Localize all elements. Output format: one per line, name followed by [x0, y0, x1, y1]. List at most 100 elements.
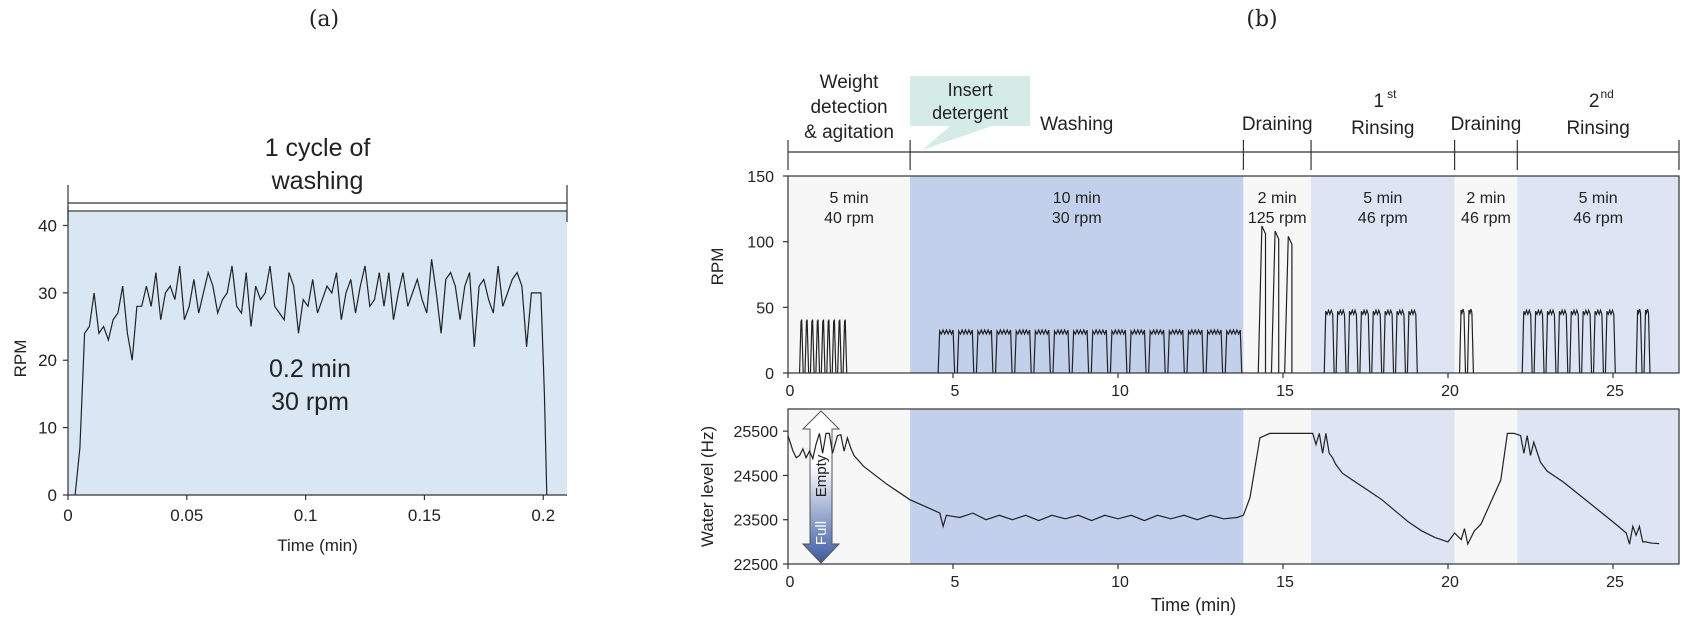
panel-b-label: (b)	[1246, 7, 1277, 32]
chart-a-y-label: RPM	[11, 340, 30, 378]
phase-name: Rinsing	[1566, 118, 1629, 139]
phase-shade	[1454, 409, 1518, 564]
phase-speed: 30 rpm	[1052, 210, 1102, 227]
center-label-line-2: 30 rpm	[271, 388, 349, 416]
phase-name: Rinsing	[1351, 118, 1414, 139]
callout-line-1: Insert	[948, 80, 993, 100]
phase-shade	[1243, 176, 1312, 373]
callout-shape	[910, 76, 1031, 150]
phase-speed: 40 rpm	[824, 210, 874, 227]
phase-name: & agitation	[804, 122, 894, 143]
x-tick-label: 15	[1276, 574, 1294, 591]
phase-timeline: Weight detection & agitation Washing Drainin…	[787, 72, 1680, 170]
phase-shade	[1311, 409, 1455, 564]
y-tick-label: 0	[765, 366, 774, 383]
phase-name: Draining	[1242, 114, 1313, 135]
phase-speed: 46 rpm	[1358, 210, 1408, 227]
phase-duration: 5 min	[1363, 190, 1402, 207]
x-tick-label: 0.1	[294, 506, 318, 525]
rpm-chart-frame	[787, 175, 1680, 374]
phase-shade	[1517, 176, 1679, 373]
x-tick-label: 15	[1276, 383, 1294, 400]
rpm-pulse-group	[1521, 308, 1616, 374]
x-tick-label: 25	[1606, 383, 1624, 400]
y-tick-label: 150	[747, 169, 774, 186]
chart-b: Weight detection & agitation Washing Drainin…	[698, 72, 1680, 615]
rpm-pulse-group	[937, 328, 1243, 374]
x-tick-label: 0.15	[408, 506, 441, 525]
rpm-pulse-group	[798, 319, 848, 374]
x-tick-label: 5	[951, 383, 960, 400]
bracket-label-line-2: washing	[271, 167, 364, 195]
rpm-pulse-group	[1257, 225, 1293, 374]
phase-shade	[788, 176, 911, 373]
phase-speed: 46 rpm	[1461, 210, 1511, 227]
y-tick-label: 10	[38, 419, 57, 438]
x-tick-label: 20	[1441, 383, 1459, 400]
y-tick-label: 24500	[734, 468, 779, 485]
y-tick-label: 50	[756, 300, 774, 317]
bracket-label-line-1: 1 cycle of	[265, 134, 371, 162]
rpm-pulse-group	[1323, 308, 1418, 374]
y-tick-label: 23500	[734, 513, 779, 530]
y-tick-label: 40	[38, 216, 57, 235]
x-tick-label: 0	[786, 383, 795, 400]
arrow-bottom-label: Full	[813, 521, 830, 545]
phase-name: detection	[810, 97, 887, 118]
phase-speed: 46 rpm	[1573, 210, 1623, 227]
x-tick-label: 20	[1441, 574, 1459, 591]
water-level-trace	[787, 432, 1660, 546]
y-tick-label: 22500	[734, 557, 779, 574]
phase-speed: 125 rpm	[1248, 210, 1307, 227]
y-tick-label: 20	[38, 351, 57, 370]
phase-duration: 2 min	[1258, 190, 1297, 207]
center-label-line-1: 0.2 min	[269, 355, 351, 383]
phase-shade	[1311, 176, 1455, 373]
phase-ordinal: 2	[1589, 91, 1600, 112]
phase-shade	[788, 409, 911, 564]
chart-a-x-ticks: 0 0.05 0.1 0.15 0.2	[63, 495, 555, 525]
phase-name: Washing	[1040, 114, 1113, 135]
panel-a-label: (a)	[309, 7, 339, 32]
water-x-label: Time (min)	[1151, 595, 1236, 615]
phase-duration: 5 min	[829, 190, 868, 207]
water-level-frame	[787, 408, 1680, 565]
phase-name: Draining	[1451, 114, 1522, 135]
x-tick-label: 5	[951, 574, 960, 591]
y-tick-label: 0	[48, 486, 57, 505]
phase-ordinal: 1	[1374, 91, 1385, 112]
y-tick-label: 100	[747, 235, 774, 252]
chart-a-background	[68, 212, 567, 495]
phase-shade	[1517, 409, 1679, 564]
phase-ordinal-suffix: nd	[1600, 87, 1613, 101]
rpm-pulse-group	[1635, 308, 1651, 374]
rpm-trace-a	[74, 259, 548, 496]
x-tick-label: 10	[1111, 574, 1129, 591]
water-y-label: Water level (Hz)	[698, 426, 717, 547]
chart-a-y-ticks: 0 10 20 30 40	[38, 216, 68, 505]
cycle-bracket	[67, 185, 568, 222]
phase-duration: 10 min	[1053, 190, 1101, 207]
rpm-y-label: RPM	[708, 248, 727, 286]
x-tick-label: 0.2	[531, 506, 555, 525]
x-tick-label: 10	[1111, 383, 1129, 400]
y-tick-label: 30	[38, 284, 57, 303]
phase-ordinal-suffix: st	[1387, 87, 1397, 101]
water-level-arrow	[801, 410, 841, 564]
x-tick-label: 0	[786, 574, 795, 591]
x-tick-label: 0.05	[170, 506, 203, 525]
x-tick-label: 0	[63, 506, 72, 525]
phase-duration: 2 min	[1466, 190, 1505, 207]
phase-shade	[1243, 409, 1312, 564]
chart-a: 1 cycle of washing 0.2 min 30 rpm 0 0.05 0…	[11, 134, 568, 555]
phase-name: Weight	[820, 72, 880, 93]
rpm-chart: 5 min 40 rpm 10 min 30 rpm 2 min 125 rpm 5 min…	[708, 169, 1680, 400]
callout-line-2: detergent	[932, 103, 1008, 123]
x-tick-label: 25	[1606, 574, 1624, 591]
y-tick-label: 25500	[734, 424, 779, 441]
phase-duration: 5 min	[1579, 190, 1618, 207]
rpm-pulse-group	[1458, 308, 1475, 374]
insert-detergent-callout: Insert detergent	[910, 76, 1031, 150]
water-level-chart: Empty Full 22500 23500 24500 25500 0 5 10 15 20 25 T…	[698, 408, 1680, 615]
phase-shade	[910, 409, 1244, 564]
